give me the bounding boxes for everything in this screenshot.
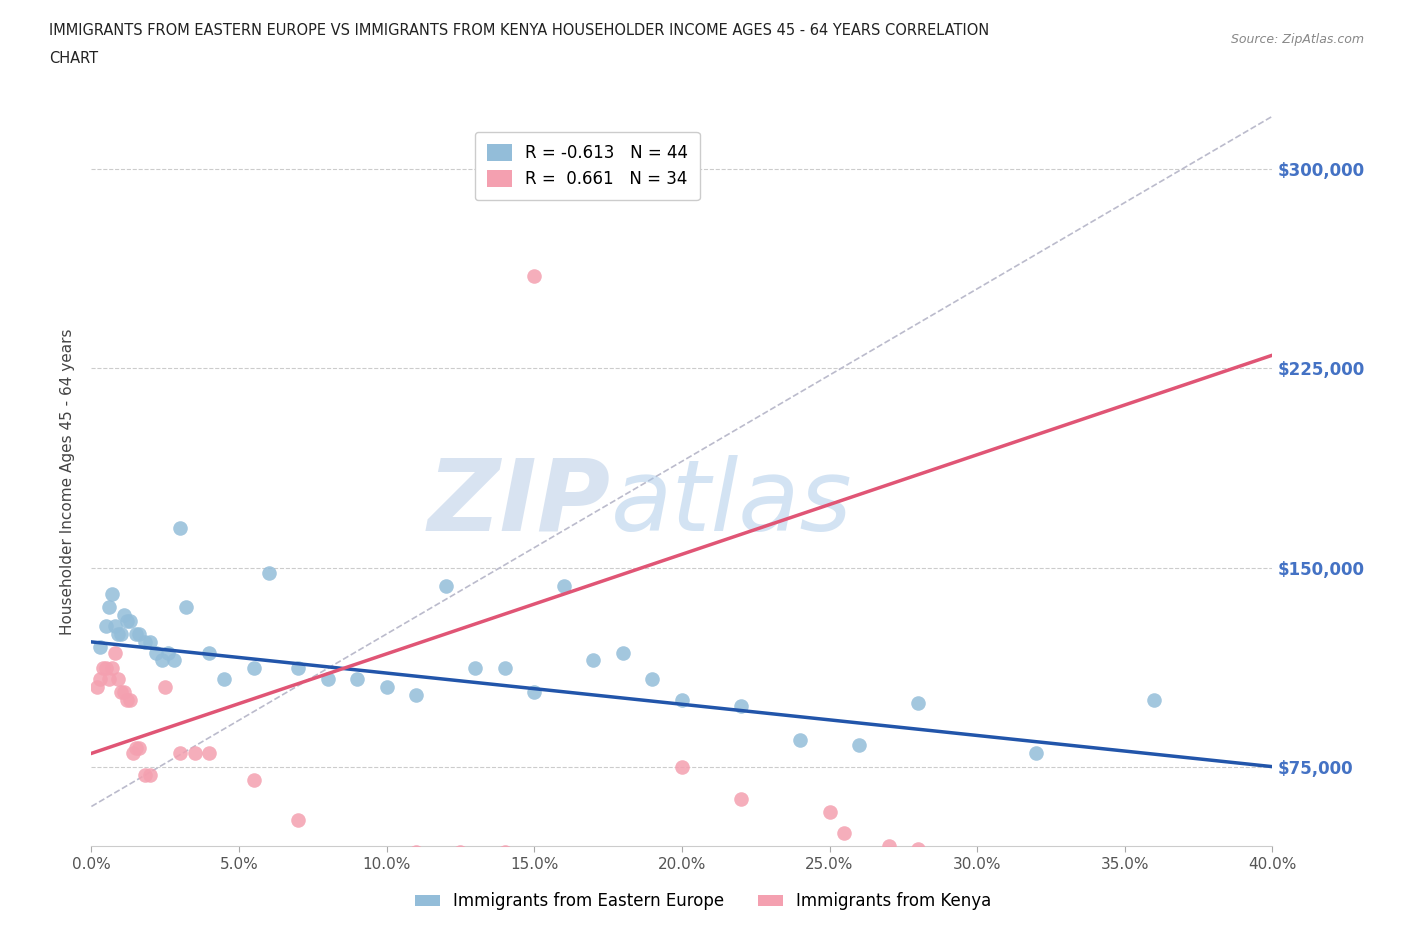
Point bbox=[112, 684, 135, 699]
Point bbox=[877, 839, 900, 854]
Point bbox=[118, 693, 141, 708]
Point bbox=[134, 634, 156, 649]
Point bbox=[98, 600, 121, 615]
Point bbox=[86, 680, 108, 695]
Point bbox=[139, 634, 162, 649]
Point bbox=[124, 740, 148, 755]
Point bbox=[121, 746, 143, 761]
Point bbox=[494, 844, 516, 859]
Point bbox=[198, 746, 221, 761]
Point bbox=[157, 645, 180, 660]
Point bbox=[112, 608, 135, 623]
Point bbox=[257, 565, 280, 580]
Point bbox=[198, 645, 221, 660]
Point bbox=[450, 844, 472, 859]
Point bbox=[523, 684, 546, 699]
Point bbox=[101, 587, 124, 602]
Point bbox=[128, 740, 150, 755]
Point bbox=[1025, 746, 1047, 761]
Point bbox=[115, 613, 138, 628]
Point bbox=[243, 661, 266, 676]
Point bbox=[110, 684, 132, 699]
Point bbox=[287, 812, 309, 827]
Point bbox=[553, 578, 575, 593]
Point bbox=[104, 645, 127, 660]
Point bbox=[405, 844, 427, 859]
Text: Source: ZipAtlas.com: Source: ZipAtlas.com bbox=[1230, 33, 1364, 46]
Point bbox=[671, 759, 693, 774]
Point bbox=[789, 733, 811, 748]
Point bbox=[115, 693, 138, 708]
Y-axis label: Householder Income Ages 45 - 64 years: Householder Income Ages 45 - 64 years bbox=[60, 328, 76, 634]
Point bbox=[464, 661, 486, 676]
Point bbox=[243, 773, 266, 788]
Point bbox=[98, 671, 121, 686]
Point bbox=[848, 738, 870, 753]
Point bbox=[405, 687, 427, 702]
Point bbox=[104, 618, 127, 633]
Point bbox=[96, 661, 118, 676]
Point bbox=[375, 680, 398, 695]
Point bbox=[169, 746, 191, 761]
Point bbox=[375, 857, 398, 872]
Point bbox=[818, 804, 841, 819]
Point bbox=[124, 627, 148, 642]
Point bbox=[107, 671, 129, 686]
Legend: Immigrants from Eastern Europe, Immigrants from Kenya: Immigrants from Eastern Europe, Immigran… bbox=[408, 885, 998, 917]
Point bbox=[110, 627, 132, 642]
Point bbox=[523, 268, 546, 283]
Text: atlas: atlas bbox=[612, 455, 852, 551]
Point bbox=[183, 746, 207, 761]
Point bbox=[89, 671, 111, 686]
Point bbox=[907, 842, 929, 857]
Point bbox=[139, 767, 162, 782]
Text: ZIP: ZIP bbox=[427, 455, 612, 551]
Text: CHART: CHART bbox=[49, 51, 98, 66]
Point bbox=[671, 693, 693, 708]
Point bbox=[434, 578, 457, 593]
Point bbox=[582, 653, 605, 668]
Point bbox=[150, 653, 173, 668]
Point bbox=[214, 671, 236, 686]
Point bbox=[118, 613, 141, 628]
Point bbox=[832, 826, 855, 841]
Point bbox=[1143, 693, 1166, 708]
Point bbox=[96, 618, 118, 633]
Point bbox=[107, 627, 129, 642]
Text: IMMIGRANTS FROM EASTERN EUROPE VS IMMIGRANTS FROM KENYA HOUSEHOLDER INCOME AGES : IMMIGRANTS FROM EASTERN EUROPE VS IMMIGR… bbox=[49, 23, 990, 38]
Point bbox=[316, 671, 339, 686]
Point bbox=[169, 520, 191, 535]
Point bbox=[730, 698, 752, 713]
Point bbox=[730, 791, 752, 806]
Point bbox=[494, 661, 516, 676]
Point bbox=[612, 645, 634, 660]
Point bbox=[163, 653, 186, 668]
Point bbox=[641, 671, 664, 686]
Point bbox=[128, 627, 150, 642]
Point bbox=[153, 680, 177, 695]
Point bbox=[101, 661, 124, 676]
Legend: R = -0.613   N = 44, R =  0.661   N = 34: R = -0.613 N = 44, R = 0.661 N = 34 bbox=[475, 132, 700, 200]
Point bbox=[91, 661, 114, 676]
Point bbox=[89, 640, 111, 655]
Point bbox=[346, 671, 368, 686]
Point bbox=[907, 696, 929, 711]
Point bbox=[287, 661, 309, 676]
Point bbox=[134, 767, 156, 782]
Point bbox=[174, 600, 197, 615]
Point bbox=[145, 645, 167, 660]
